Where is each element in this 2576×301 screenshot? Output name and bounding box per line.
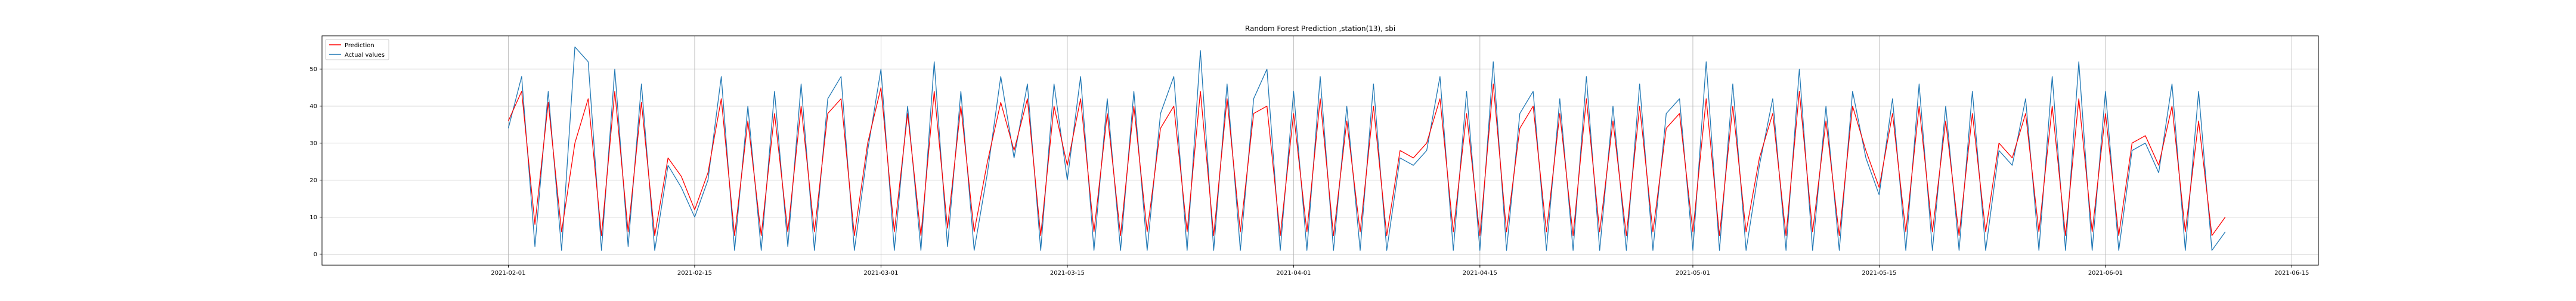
y-tick-label: 10: [309, 214, 317, 221]
series-line-prediction: [507, 83, 2226, 236]
x-tick-label: 2021-06-15: [2274, 270, 2309, 277]
plot-frame: [321, 35, 2319, 266]
y-tick-label: 30: [309, 140, 317, 147]
x-axis: 2021-02-01 2021-02-15 2021-03-01 2021-03-15…: [491, 265, 2309, 277]
chart-title: Random Forest Prediction ,station(13), s…: [1245, 24, 1395, 33]
y-axis: 0 10 20 30 40 50: [309, 66, 322, 258]
x-tick-label: 2021-03-01: [863, 270, 898, 277]
x-tick-label: 2021-05-01: [1676, 270, 1710, 277]
legend-box: [325, 39, 389, 60]
plot-background: [322, 36, 2318, 265]
x-tick-label: 2021-03-15: [1050, 270, 1085, 277]
legend-label-prediction: Prediction: [345, 42, 374, 49]
x-tick-label: 2021-04-15: [1463, 270, 1497, 277]
legend: Prediction Actual values: [325, 39, 389, 60]
grid-lines: [322, 36, 2318, 265]
y-tick-label: 0: [314, 251, 317, 258]
series-layer: [507, 46, 2226, 251]
y-tick-label: 50: [309, 66, 317, 73]
x-tick-label: 2021-02-01: [491, 270, 525, 277]
x-tick-label: 2021-02-15: [677, 270, 712, 277]
x-tick-label: 2021-04-01: [1276, 270, 1311, 277]
y-tick-label: 20: [309, 177, 317, 184]
x-tick-label: 2021-05-15: [1862, 270, 1896, 277]
y-tick-label: 40: [309, 103, 317, 110]
legend-label-actual: Actual values: [345, 52, 385, 59]
x-tick-label: 2021-06-01: [2088, 270, 2123, 277]
